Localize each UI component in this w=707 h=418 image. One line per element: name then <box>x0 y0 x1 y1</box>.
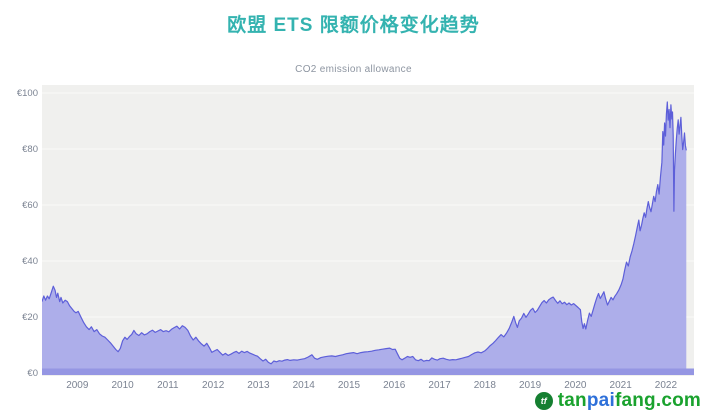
watermark: tf tanpaifang.com <box>534 390 701 412</box>
chart-plot-area <box>42 85 694 376</box>
watermark-segment: pai <box>586 390 615 411</box>
watermark-segment: fang.com <box>614 390 701 411</box>
x-tick-label: 2019 <box>518 380 542 391</box>
page-title: 欧盟 ETS 限额价格变化趋势 <box>227 15 480 36</box>
price-area <box>42 102 687 373</box>
x-tick-label: 2022 <box>654 380 678 391</box>
y-tick-label: €60 <box>22 199 38 211</box>
y-tick-label: €40 <box>22 255 38 267</box>
watermark-text: tanpaifang.com <box>558 390 701 412</box>
x-tick-label: 2014 <box>292 380 315 391</box>
x-tick-label: 2012 <box>202 380 225 391</box>
x-tick-label: 2017 <box>428 380 451 391</box>
baseline-band <box>42 368 694 375</box>
price-line <box>42 101 687 365</box>
x-tick-label: 2021 <box>609 380 632 391</box>
tanpaifang-logo-icon: tf <box>534 392 553 410</box>
x-tick-label: 2015 <box>337 380 361 391</box>
x-tick-label: 2011 <box>157 380 179 391</box>
watermark-segment: tan <box>557 390 587 411</box>
chart-subtitle: CO2 emission allowance <box>295 64 412 75</box>
x-tick-label: 2020 <box>564 380 587 391</box>
x-tick-label: 2018 <box>473 380 496 391</box>
y-tick-label: €100 <box>16 87 38 99</box>
y-tick-label: €80 <box>22 143 38 155</box>
plot-svg <box>42 92 694 375</box>
y-tick-label: €0 <box>27 367 38 379</box>
x-tick-label: 2013 <box>247 380 270 391</box>
x-tick-label: 2010 <box>111 380 134 391</box>
y-tick-label: €20 <box>22 311 38 323</box>
x-tick-label: 2016 <box>383 380 406 391</box>
x-tick-label: 2009 <box>66 380 89 391</box>
